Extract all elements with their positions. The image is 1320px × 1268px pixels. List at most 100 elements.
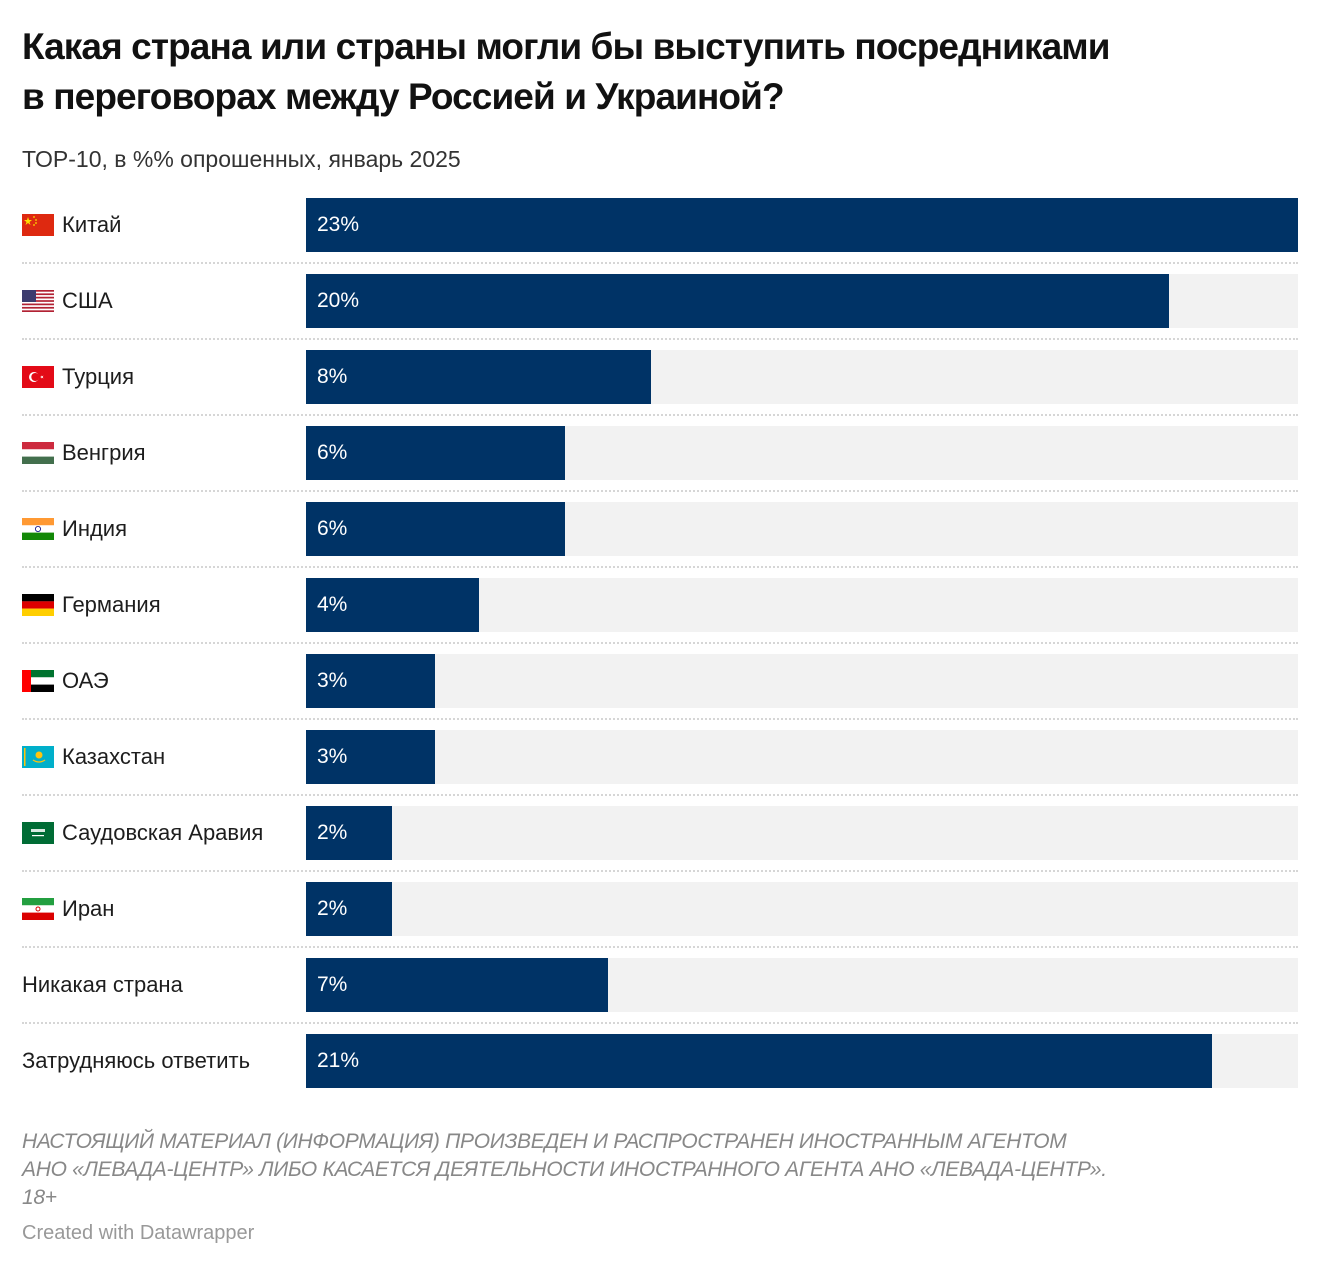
category-text: Германия xyxy=(62,592,161,617)
row-divider xyxy=(22,338,1298,340)
category-text: Никакая страна xyxy=(22,972,183,997)
row-divider xyxy=(22,414,1298,416)
bar-row: Саудовская Аравия 2% xyxy=(22,806,1298,860)
value-label: 21% xyxy=(317,1049,360,1072)
value-label: 6% xyxy=(317,441,348,464)
category-label: Венгрия xyxy=(22,426,146,480)
category-text: Саудовская Аравия xyxy=(62,820,264,845)
bar-row: Турция 8% xyxy=(22,350,1298,404)
chart-title: Какая страна или страны могли бы выступи… xyxy=(22,22,1110,122)
category-text: США xyxy=(62,288,113,313)
category-text: Венгрия xyxy=(62,440,146,465)
datawrapper-credit[interactable]: Created with Datawrapper xyxy=(22,1222,255,1244)
bar xyxy=(306,350,652,404)
bar-row: Никакая страна 7% xyxy=(22,958,1298,1012)
bar xyxy=(306,426,565,480)
row-divider xyxy=(22,1022,1298,1024)
note-line: НАСТОЯЩИЙ МАТЕРИАЛ (ИНФОРМАЦИЯ) ПРОИЗВЕД… xyxy=(22,1130,1067,1153)
category-label: США xyxy=(22,274,113,328)
category-label: Германия xyxy=(22,578,161,632)
bar-track: 3% xyxy=(306,730,1298,784)
row-divider xyxy=(22,642,1298,644)
bar xyxy=(306,806,393,860)
hungary-flag-icon xyxy=(22,442,54,464)
value-label: 4% xyxy=(317,593,348,616)
iran-flag-icon xyxy=(22,898,54,920)
row-divider xyxy=(22,566,1298,568)
category-label: Саудовская Аравия xyxy=(22,806,263,860)
value-label: 23% xyxy=(317,213,360,236)
value-label: 8% xyxy=(317,365,348,388)
bar xyxy=(306,198,1298,252)
value-label: 3% xyxy=(317,669,348,692)
row-divider xyxy=(22,718,1298,720)
category-text: Иран xyxy=(62,896,115,921)
value-label: 2% xyxy=(317,821,348,844)
category-label: Турция xyxy=(22,350,134,404)
title-line-2: в переговорах между Россией и Украиной? xyxy=(22,76,785,117)
category-text: Турция xyxy=(62,364,134,389)
bar-row: США 20% xyxy=(22,274,1298,328)
value-label: 6% xyxy=(317,517,348,540)
bar-track: 21% xyxy=(306,1034,1298,1088)
row-divider xyxy=(22,794,1298,796)
saudi-arabia-flag-icon xyxy=(22,822,54,844)
value-label: 3% xyxy=(317,745,348,768)
foreign-agent-note: НАСТОЯЩИЙ МАТЕРИАЛ (ИНФОРМАЦИЯ) ПРОИЗВЕД… xyxy=(22,1128,1312,1212)
bar-track: 20% xyxy=(306,274,1298,328)
bar-row: Иран 2% xyxy=(22,882,1298,936)
bar-track: 23% xyxy=(306,198,1298,252)
row-divider xyxy=(22,946,1298,948)
bar-track: 2% xyxy=(306,806,1298,860)
row-divider xyxy=(22,262,1298,264)
bar xyxy=(306,578,479,632)
india-flag-icon xyxy=(22,518,54,540)
bar-track: 6% xyxy=(306,502,1298,556)
uae-flag-icon xyxy=(22,670,54,692)
bar-row: Затрудняюсь ответить 21% xyxy=(22,1034,1298,1088)
usa-flag-icon xyxy=(22,290,54,312)
bar-track: 8% xyxy=(306,350,1298,404)
bar xyxy=(306,654,436,708)
chart-subtitle: ТОР-10, в %% опрошенных, январь 2025 xyxy=(22,146,461,172)
bar-track: 4% xyxy=(306,578,1298,632)
row-divider xyxy=(22,490,1298,492)
bar xyxy=(306,882,393,936)
category-label: Китай xyxy=(22,198,121,252)
bar xyxy=(306,958,608,1012)
note-line: 18+ xyxy=(22,1186,57,1209)
bar-row: Китай 23% xyxy=(22,198,1298,252)
category-label: Затрудняюсь ответить xyxy=(22,1034,250,1088)
category-text: Индия xyxy=(62,516,128,541)
value-label: 20% xyxy=(317,289,360,312)
bar-row: ОАЭ 3% xyxy=(22,654,1298,708)
bar-track: 6% xyxy=(306,426,1298,480)
kazakhstan-flag-icon xyxy=(22,746,54,768)
category-text: ОАЭ xyxy=(62,668,109,693)
bar-row: Казахстан 3% xyxy=(22,730,1298,784)
category-text: Затрудняюсь ответить xyxy=(22,1048,251,1073)
category-label: Никакая страна xyxy=(22,958,183,1012)
row-divider xyxy=(22,870,1298,872)
germany-flag-icon xyxy=(22,594,54,616)
category-text: Казахстан xyxy=(62,744,166,769)
category-label: ОАЭ xyxy=(22,654,109,708)
bar xyxy=(306,274,1169,328)
note-line: АНО «ЛЕВАДА-ЦЕНТР» ЛИБО КАСАЕТСЯ ДЕЯТЕЛЬ… xyxy=(22,1158,1107,1181)
bar-row: Индия 6% xyxy=(22,502,1298,556)
value-label: 7% xyxy=(317,973,348,996)
bar-row: Германия 4% xyxy=(22,578,1298,632)
category-label: Иран xyxy=(22,882,114,936)
bar xyxy=(306,502,565,556)
category-label: Индия xyxy=(22,502,127,556)
bar-row: Венгрия 6% xyxy=(22,426,1298,480)
bar xyxy=(306,730,436,784)
bar-track: 3% xyxy=(306,654,1298,708)
title-line-1: Какая страна или страны могли бы выступи… xyxy=(22,26,1110,67)
category-label: Казахстан xyxy=(22,730,165,784)
bar xyxy=(306,1034,1212,1088)
bar-track: 7% xyxy=(306,958,1298,1012)
bar-track: 2% xyxy=(306,882,1298,936)
china-flag-icon xyxy=(22,214,54,236)
category-text: Китай xyxy=(62,212,122,237)
